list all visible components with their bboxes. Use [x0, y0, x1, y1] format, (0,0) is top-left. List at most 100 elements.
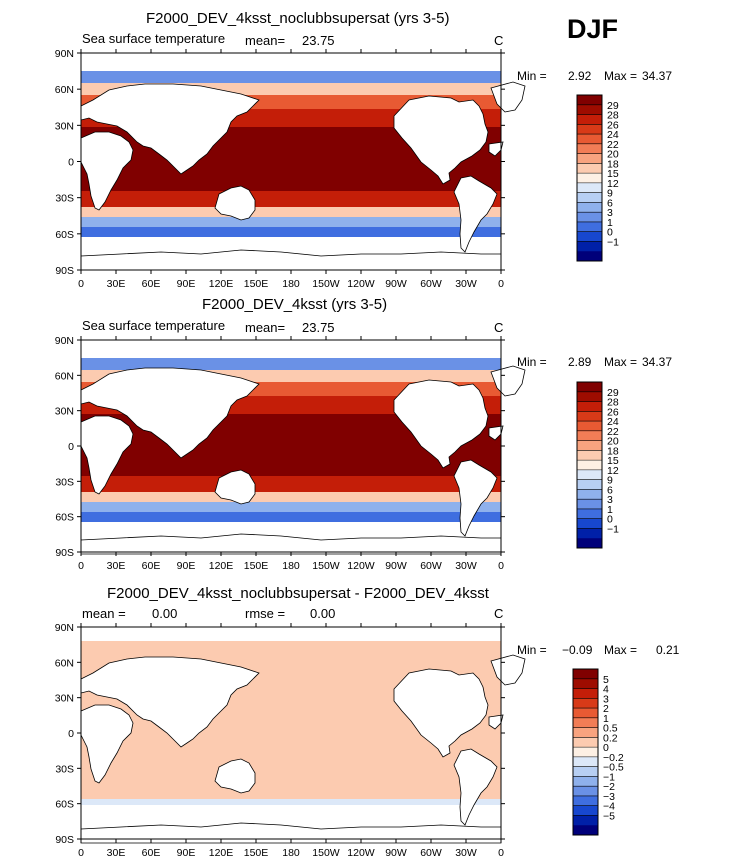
panel-2-colorbar-label: 1	[607, 504, 613, 516]
panel-2-colorbar-segment	[577, 538, 602, 549]
panel-1-colorbar-label: 1	[607, 217, 613, 229]
panel-1-lon-label: 60E	[142, 278, 161, 290]
panel-2-colorbar-segment	[577, 430, 602, 441]
panel-3-lat-label: 30S	[55, 763, 74, 775]
panel-1-colorbar-label: 28	[607, 110, 619, 122]
panel-1-colorbar-label: 18	[607, 158, 619, 170]
panel-1-max-label: Max =	[604, 69, 638, 83]
panel-1-map-field	[80, 53, 526, 271]
panel-2-map-field	[80, 340, 526, 555]
panel-2-colorbar-label: 18	[607, 445, 619, 457]
panel-1-lat-label: 0	[68, 157, 74, 169]
panel-3-colorbar-segment	[573, 805, 598, 816]
panel-1-lat-label: 60S	[55, 229, 74, 241]
panel-3-colorbar-segment	[573, 708, 598, 719]
panel-2-colorbar-segment	[577, 401, 602, 412]
panel-2-colorbar-label: 28	[607, 397, 619, 409]
panel-1-colorbar-segment	[577, 241, 602, 252]
panel-2-colorbar-segment	[577, 469, 602, 480]
panel-3-colorbar-segment	[573, 737, 598, 748]
panel-3-lon-label: 150W	[312, 847, 340, 859]
panel-2-lat-label: 60S	[55, 512, 74, 524]
panel-3-lon-label: 90W	[385, 847, 407, 859]
panel-1-colorbar-label: 0	[607, 227, 613, 239]
panel-1-colorbar-segment	[577, 221, 602, 233]
panel-3-rmse-label: rmse =	[245, 606, 286, 621]
panel-3-colorbar-segment	[573, 669, 598, 680]
panel-1-lon-label: 30E	[107, 278, 126, 290]
panel-3-lon-label: 120E	[209, 847, 234, 859]
panel-3-lon-label: 30E	[107, 847, 126, 859]
panel-3-colorbar-label: −5	[603, 810, 615, 822]
panel-3-lat-label: 60S	[55, 799, 74, 811]
panel-2-colorbar-segment	[577, 499, 602, 510]
panel-1-max-value: 34.37	[642, 69, 673, 83]
panel-2-lon-label: 120E	[209, 560, 234, 572]
panel-2-lon-label: 150E	[244, 560, 269, 572]
panel-2-lon-label: 90W	[385, 560, 407, 572]
panel-2-colorbar-label: 22	[607, 426, 619, 438]
season-label: DJF	[567, 14, 619, 44]
panel-1-colorbar-label: 29	[607, 100, 619, 112]
panel-1-colorbar-segment	[577, 104, 602, 115]
panel-3-max-value: 0.21	[656, 643, 680, 657]
panel-1-colorbar-segment	[577, 231, 602, 242]
panel-2-colorbar-label: 20	[607, 436, 619, 448]
panel-3-min-label: Min =	[517, 643, 547, 657]
panel-2-lon-label: 60W	[420, 560, 442, 572]
panel-1-variable-label: Sea surface temperature	[82, 31, 226, 46]
panel-3-lon-label: 0	[498, 847, 504, 859]
panel-3-colorbar-label: 0	[603, 742, 609, 754]
panel-2-lon-label: 0	[78, 560, 84, 572]
panel-1-colorbar-segment	[577, 134, 602, 145]
panel-3-colorbar-label: −2	[603, 781, 615, 793]
panel-2-colorbar-segment	[577, 440, 602, 451]
panel-3-colorbar-segment	[573, 776, 598, 787]
panel-1-colorbar-label: 15	[607, 168, 619, 180]
panel-2-lat-label: 60N	[55, 370, 74, 382]
panel-2-min-label: Min =	[517, 355, 547, 369]
panel-1-colorbar-label: 3	[607, 207, 613, 219]
panel-1-lon-label: 60W	[420, 278, 442, 290]
panel-2-colorbar-label: −1	[607, 523, 619, 535]
panel-1-lon-label: 30W	[455, 278, 477, 290]
panel-1-colorbar-segment	[577, 124, 602, 135]
panel-1-colorbar-segment	[577, 251, 602, 262]
panel-1-lon-label: 0	[78, 278, 84, 290]
panel-3-colorbar-segment	[573, 717, 598, 728]
panel-3-lon-label: 60E	[142, 847, 161, 859]
panel-3-max-label: Max =	[604, 643, 638, 657]
panel-3-lon-label: 0	[78, 847, 84, 859]
panel-1-colorbar-label: 6	[607, 197, 613, 209]
axes-labels: 0 30E 60E 90E 120E 150E 180 150W 120W 90W 60W 30W 09…	[55, 48, 505, 859]
panel-3-colorbar-label: 1	[603, 713, 609, 725]
panel-3-lat-label: 60N	[55, 657, 74, 669]
panel-2-lon-label: 60E	[142, 560, 161, 572]
panel-2-colorbar-segment	[577, 460, 602, 471]
panel-3-mean-value: 0.00	[152, 606, 178, 621]
panel-3-colorbar-label: −4	[603, 801, 615, 813]
panel-2-lon-label: 0	[498, 560, 504, 572]
panel-1-title: F2000_DEV_4ksst_noclubbsupersat (yrs 3-5…	[146, 10, 450, 27]
panel-3-lon-label: 180	[282, 847, 300, 859]
panel-3-colorbar-segment	[573, 756, 598, 767]
panel-1-lon-label: 0	[498, 278, 504, 290]
panel-2-colorbar-segment	[577, 528, 602, 539]
panel-2-colorbar-label: 24	[607, 416, 619, 428]
panel-3-colorbar-segment	[573, 825, 598, 836]
panel-2-colorbar-segment	[577, 382, 602, 393]
panel-3-colorbar-segment	[573, 727, 598, 738]
panel-2-colorbar-label: 6	[607, 484, 613, 496]
panel-3-colorbar-label: −0.5	[603, 762, 624, 774]
panel-3-units: C	[494, 606, 504, 621]
panel-2-colorbar-label: 9	[607, 475, 613, 487]
panel-1-lat-label: 90N	[55, 48, 74, 60]
panel-3-lat-label: 90N	[55, 622, 74, 634]
panel-1-units: C	[494, 33, 504, 48]
panel-3-lat-label: 90S	[55, 834, 74, 846]
panel-3-lat-label: 30N	[55, 693, 74, 705]
panel-2-colorbar-segment	[577, 489, 602, 500]
panel-2-title: F2000_DEV_4ksst (yrs 3-5)	[202, 296, 388, 313]
panel-2-lon-label: 180	[282, 560, 300, 572]
